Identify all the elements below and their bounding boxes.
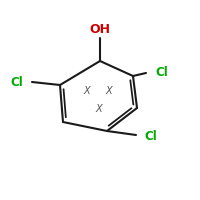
Text: OH: OH <box>90 23 110 36</box>
Text: Cl: Cl <box>144 130 157 144</box>
Text: Cl: Cl <box>10 75 23 88</box>
Text: Cl: Cl <box>155 66 168 79</box>
Text: X: X <box>106 86 112 96</box>
Text: X: X <box>84 86 90 96</box>
Text: X: X <box>96 104 102 114</box>
